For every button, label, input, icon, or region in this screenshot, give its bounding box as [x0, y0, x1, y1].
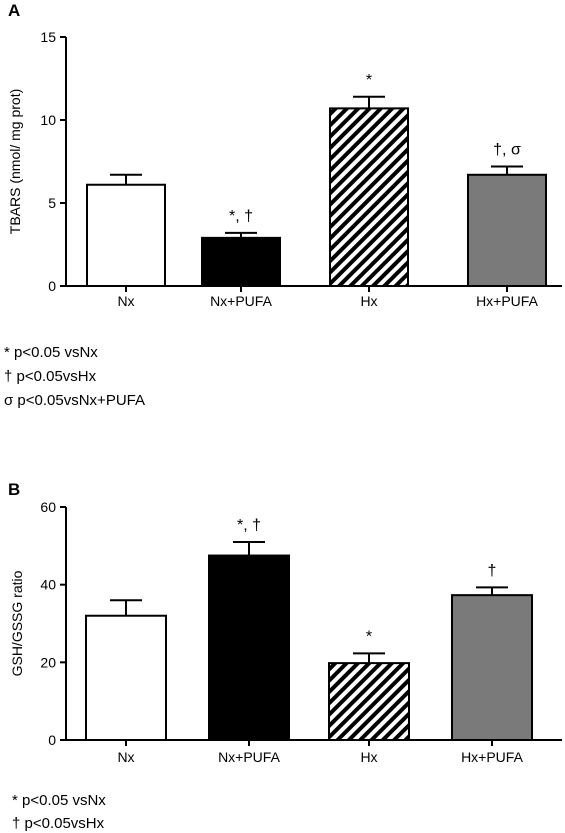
- panel-b-y-tick-label: 0: [48, 732, 56, 748]
- panel-b-category-label: Hx: [360, 749, 377, 765]
- panel-a-category-label: Nx+PUFA: [210, 293, 273, 309]
- panel-a-bar: [467, 173, 547, 287]
- panel-b-significance-label: *: [366, 628, 372, 645]
- panel-b-bar: [208, 554, 290, 742]
- panel-a-bar: [86, 183, 166, 288]
- panel-a-category-label: Hx+PUFA: [476, 293, 539, 309]
- panel-a-y-tick-label: 10: [40, 112, 56, 128]
- panel-b-category-label: Nx+PUFA: [218, 749, 281, 765]
- panel-b-significance-label: *, †: [237, 517, 261, 534]
- panel-b-bar: [328, 662, 410, 741]
- panel-a-significance-label: *, †: [229, 208, 253, 225]
- panel-a-significance-label: †, σ: [493, 141, 521, 158]
- panel-b-letter: B: [8, 480, 20, 499]
- panel-a-category-label: Hx: [360, 293, 377, 309]
- panel-b-y-tick-label: 60: [40, 499, 56, 515]
- panel-b-bar: [85, 614, 167, 742]
- panel-b-y-axis-title: GSH/GSSG ratio: [9, 570, 25, 676]
- panel-a-y-tick-label: 0: [48, 278, 56, 294]
- panel-a-bar: [201, 236, 281, 287]
- panel-a-footnote: † p<0.05vsHx: [4, 368, 97, 385]
- panel-b-bar: [451, 594, 533, 741]
- panel-a-letter: A: [8, 1, 20, 20]
- panel-b-category-label: Hx+PUFA: [461, 749, 524, 765]
- panel-a-y-axis-title: TBARS (nmol/ mg prot): [7, 89, 23, 234]
- panel-a-significance-label: *: [366, 72, 372, 89]
- panel-b-significance-label: †: [488, 562, 497, 579]
- panel-b-category-label: Nx: [117, 749, 134, 765]
- panel-b-y-tick-label: 20: [40, 654, 56, 670]
- panel-a-y-tick-label: 15: [40, 29, 56, 45]
- panel-b-y-tick-label: 40: [40, 577, 56, 593]
- panel-a-y-tick-label: 5: [48, 195, 56, 211]
- panel-a-category-label: Nx: [117, 293, 134, 309]
- panel-b-footnote: † p<0.05vsHx: [12, 815, 105, 832]
- panel-a-bar: [329, 107, 409, 287]
- panel-b-footnote: * p<0.05 vsNx: [12, 792, 106, 809]
- panel-a-footnote: σ p<0.05vsNx+PUFA: [4, 392, 145, 409]
- panel-a-footnote: * p<0.05 vsNx: [4, 344, 98, 361]
